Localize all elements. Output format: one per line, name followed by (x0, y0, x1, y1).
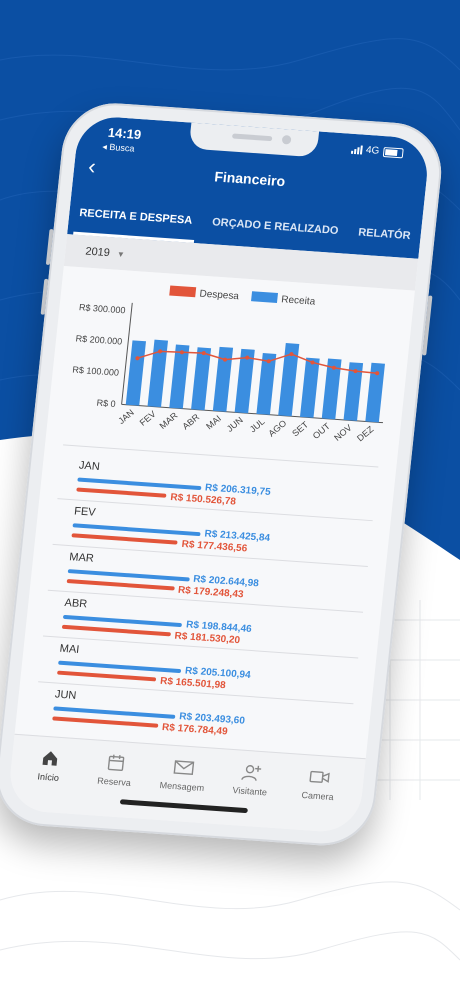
nav-reserva[interactable]: Reserva (84, 750, 148, 789)
mail-icon (153, 755, 215, 781)
front-camera (281, 134, 292, 145)
phone-mockup: 14:19 ◂ Busca 4G ‹ Financeiro RECEITA E … (0, 99, 460, 864)
month-label: MAR (68, 551, 95, 565)
page-title: Financeiro (213, 168, 286, 190)
bar-despesa (71, 533, 179, 545)
bottom-nav: Início Reserva Mensagem (6, 733, 366, 834)
bar-despesa (57, 670, 157, 682)
year-select[interactable]: 2019 ▼ (85, 246, 126, 261)
nav-label: Reserva (96, 775, 132, 788)
x-tick-label: AGO (266, 418, 288, 439)
y-tick-label: R$ 0 (96, 398, 116, 409)
point-despesa-fev (158, 349, 163, 354)
y-tick-label: R$ 300.000 (79, 302, 126, 315)
bar-receita-set (299, 357, 320, 418)
x-axis (121, 403, 384, 424)
point-despesa-nov (353, 369, 358, 374)
month-label: ABR (63, 596, 88, 611)
screen: 14:19 ◂ Busca 4G ‹ Financeiro RECEITA E … (6, 114, 431, 834)
x-tick-label: DEZ (355, 424, 376, 444)
signal-icon (350, 145, 363, 155)
legend-label-receita: Receita (281, 294, 316, 307)
bar-despesa (76, 487, 167, 498)
bar-receita-fev (147, 339, 169, 408)
bar-despesa (52, 716, 159, 728)
bar-receita-ago (278, 343, 300, 417)
legend-swatch-despesa (169, 285, 197, 298)
point-despesa-ago (289, 352, 294, 357)
point-despesa-dez (375, 371, 380, 376)
month-label: FEV (73, 505, 97, 519)
nav-label: Mensagem (159, 779, 205, 794)
nav-label: Início (36, 771, 60, 783)
bar-chart: Despesa Receita R$ 300.000 R$ 200.000 R$ 100… (72, 285, 385, 444)
bar-receita-abr (191, 347, 212, 411)
bar-despesa (61, 624, 171, 637)
legend-label-despesa: Despesa (199, 289, 240, 303)
nav-visitante[interactable]: Visitante (219, 759, 283, 798)
battery-icon (382, 146, 404, 158)
calendar-icon (85, 750, 147, 776)
bar-receita-nov (343, 362, 364, 421)
nav-inicio[interactable]: Início (18, 745, 82, 784)
month-label: JAN (78, 459, 101, 473)
point-despesa-jul (266, 359, 271, 364)
bar-receita-jun (234, 348, 255, 414)
x-tick-label: NOV (332, 423, 354, 443)
x-tick-label: MAR (158, 410, 180, 431)
status-time: 14:19 (107, 124, 142, 143)
nav-mensagem[interactable]: Mensagem (151, 755, 215, 794)
month-label: MAI (59, 642, 80, 657)
bar-receita-out (321, 358, 342, 420)
video-icon (289, 764, 351, 790)
y-tick-label: R$ 100.000 (72, 365, 119, 378)
x-tick-label: MAI (204, 413, 223, 431)
bar-receita-jan (125, 340, 147, 406)
x-tick-label: JAN (116, 407, 136, 426)
x-tick-label: ABR (181, 412, 202, 432)
year-value: 2019 (84, 245, 111, 260)
bar-despesa (66, 579, 175, 591)
nav-label: Visitante (232, 785, 268, 798)
point-despesa-jan (135, 356, 140, 361)
point-despesa-mai (223, 357, 228, 362)
tab-relatorio[interactable]: RELATÓR (357, 226, 412, 243)
content-area: Despesa Receita R$ 300.000 R$ 200.000 R$ 100… (14, 266, 415, 759)
status-back-app[interactable]: ◂ Busca (101, 141, 135, 154)
point-despesa-mar (179, 350, 184, 355)
status-indicators: 4G (350, 144, 404, 159)
y-tick-label: R$ 200.000 (75, 333, 122, 346)
home-icon (19, 745, 81, 771)
add-user-icon (221, 759, 283, 785)
bar-receita-mar (169, 344, 190, 409)
y-axis (121, 302, 133, 405)
point-despesa-jun (245, 355, 250, 360)
phone-frame: 14:19 ◂ Busca 4G ‹ Financeiro RECEITA E … (0, 99, 447, 849)
month-label: JUN (54, 688, 77, 702)
x-tick-label: JUN (225, 415, 245, 434)
legend-swatch-receita (251, 291, 279, 303)
line-despesa (137, 350, 378, 375)
x-tick-label: OUT (311, 421, 333, 441)
bar-receita-dez (365, 362, 385, 423)
chevron-down-icon: ▼ (116, 249, 126, 260)
bar-receita-jul (256, 353, 277, 415)
speaker (231, 133, 273, 142)
x-tick-label: FEV (138, 409, 158, 428)
network-label: 4G (365, 144, 380, 157)
point-despesa-out (331, 365, 336, 370)
x-tick-label: SET (290, 419, 310, 438)
nav-camera[interactable]: Camera (287, 764, 351, 803)
bar-receita-mai (212, 346, 234, 412)
point-despesa-set (310, 360, 315, 365)
nav-label: Camera (301, 789, 335, 803)
point-despesa-abr (201, 351, 206, 356)
x-tick-label: JUL (248, 416, 267, 434)
